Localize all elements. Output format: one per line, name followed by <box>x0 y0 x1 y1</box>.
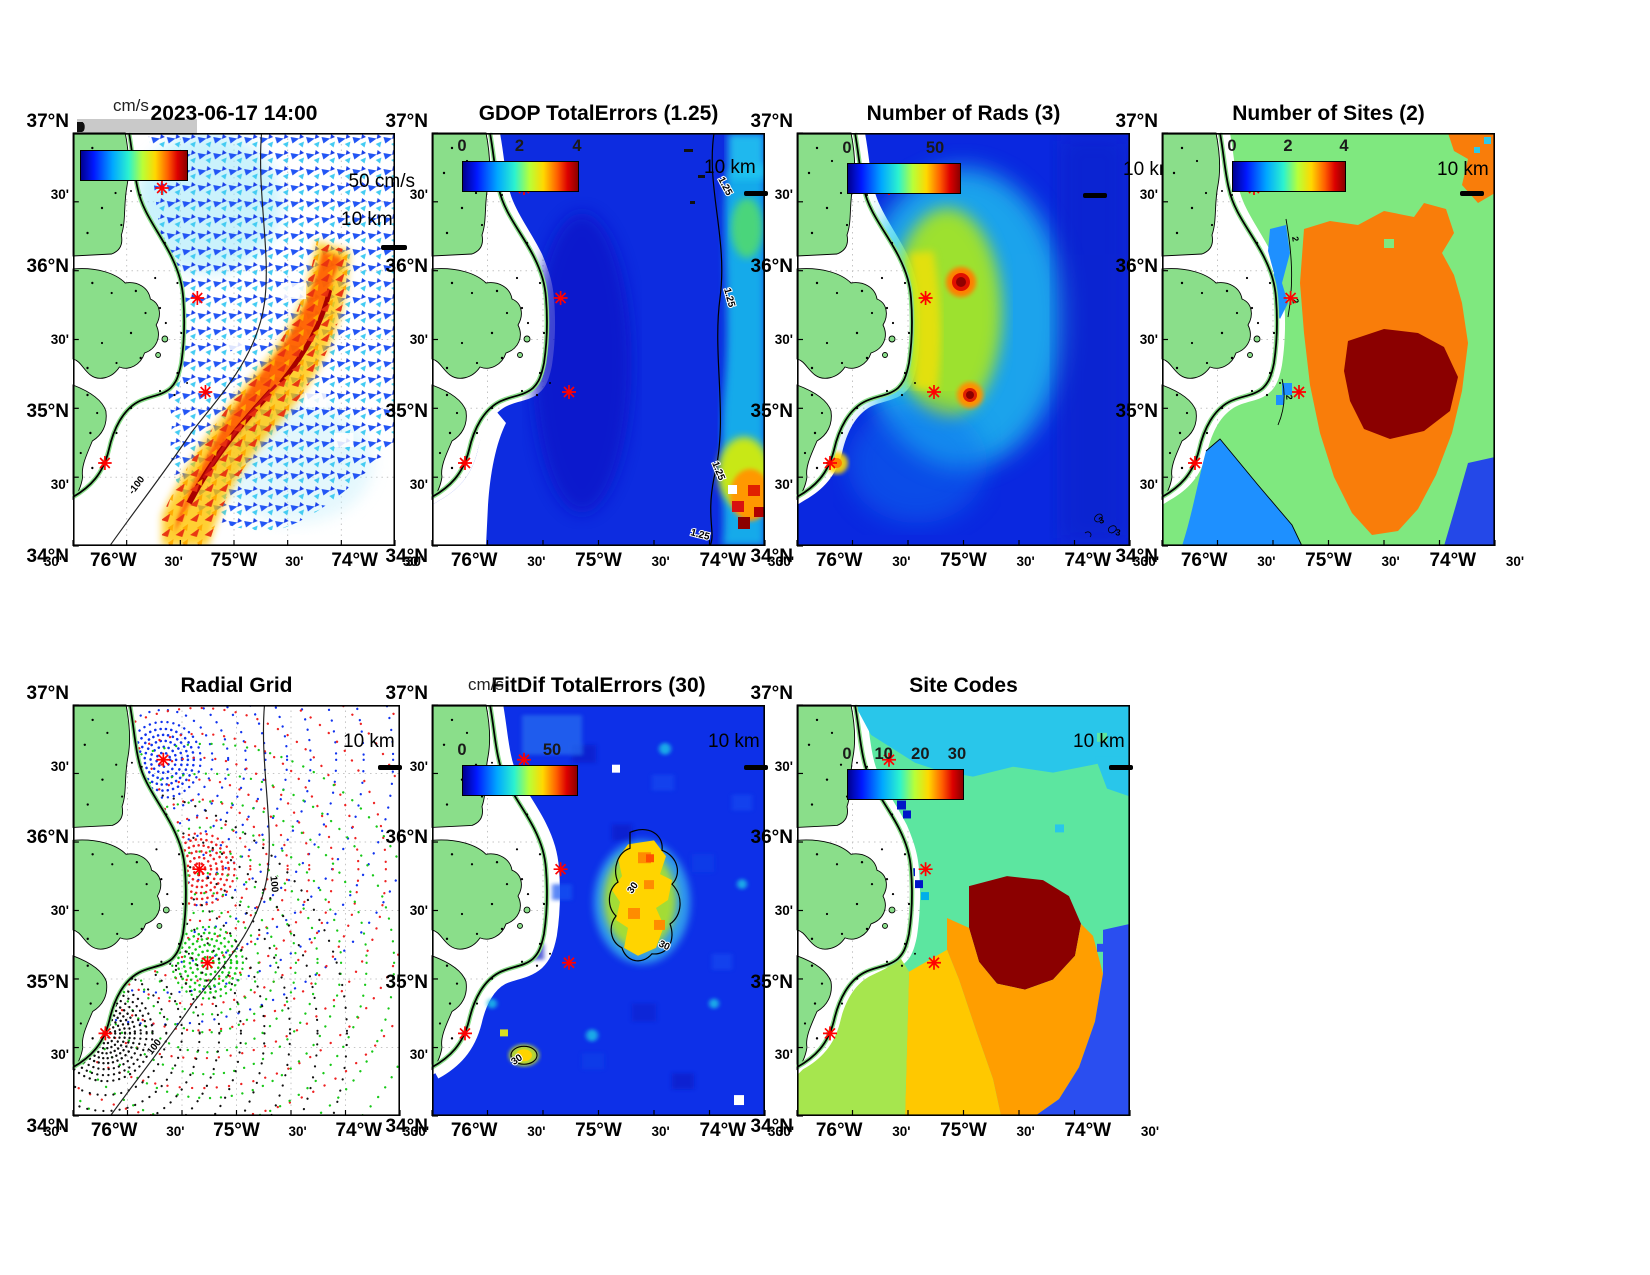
colorbar-ticks: 050 <box>457 741 561 759</box>
scalebar-label: 10 km <box>1073 731 1125 752</box>
colorbar-fitdif <box>462 765 578 796</box>
map-current-vectors: -100 <box>73 133 396 547</box>
x-axis-labels: 30' 76°W 30' 75°W 30' 74°W 30' <box>767 1120 1160 1141</box>
svg-text:100: 100 <box>267 875 280 893</box>
map-fitdif: 30 30 30 <box>432 705 766 1117</box>
svg-text:2: 2 <box>1290 236 1301 243</box>
colorbar-gdop <box>462 161 579 192</box>
map-site-codes <box>797 705 1131 1117</box>
colorbar-ticks-overlapped: 0 5 10 15 20 25 30 35 40 45 50 <box>77 119 197 135</box>
map-radial-grid: 100 100 <box>73 705 401 1117</box>
rads-contour-squiggles <box>1084 513 1117 538</box>
x-axis-labels: 30' 76°W 30' 75°W 30' 74°W 30' <box>402 1120 795 1141</box>
panel-fitdif: FitDif TotalErrors (30) cm/s 37°N 30' 36°N… <box>386 674 795 1141</box>
panel-radial-grid: Radial Grid 37°N 30' 36°N 30' 35°N 30' 34°N 30… <box>27 674 430 1141</box>
bathy-contour-label: -100 <box>127 474 148 497</box>
svg-text:2: 2 <box>1284 394 1294 400</box>
panel-title-rads: Number of Rads (3) <box>866 102 1061 125</box>
panel-title-radial-grid: Radial Grid <box>180 674 293 697</box>
panel-title-date: 2023-06-17 14:00 <box>150 102 318 125</box>
vector-key-label: 50 cm/s <box>348 171 415 192</box>
scalebar-label: 10 km <box>704 157 756 178</box>
svg-text:3: 3 <box>1097 515 1105 526</box>
scalebar <box>381 245 407 250</box>
y-axis-labels: 37°N 30' 36°N 30' 35°N 30' 34°N <box>1115 111 1158 567</box>
colorbar-sites <box>1232 161 1346 192</box>
panel-title-sites: Number of Sites (2) <box>1232 102 1425 125</box>
fitdif-contour <box>608 828 681 962</box>
scalebar <box>744 765 768 770</box>
panel-number-of-sites: Number of Sites (2) 37°N 30' 36°N 30' 35°N 30… <box>1116 102 1525 571</box>
colorbar-units-label: cm/s <box>113 96 149 115</box>
scalebar-label: 10 km <box>343 731 395 752</box>
map-gdop: 1.25 1.25 1.25 1.25 <box>432 133 766 547</box>
colorbar-ticks: 024 <box>1227 137 1348 155</box>
scalebar-label: 10 km <box>341 209 393 230</box>
sitecodes-region-darkred <box>969 876 1081 990</box>
x-axis-labels: 30' 76°W 30' 75°W 30' 74°W 30' <box>767 550 1160 571</box>
scalebar <box>378 765 402 770</box>
sitecodes-region-yellowgreen <box>797 945 909 1116</box>
scalebar <box>744 191 768 196</box>
gulf-stream-band <box>161 241 350 546</box>
x-axis-labels: 30' 76°W 30' 75°W 30' 74°W 30' <box>43 550 425 571</box>
sitecodes-region-blue <box>1035 923 1130 1116</box>
panel-title-fitdif: FitDif TotalErrors (30) <box>491 674 706 697</box>
scalebar <box>1083 193 1107 198</box>
y-axis-labels: 37°N 30' 36°N 30' 35°N 30' 34°N <box>750 111 793 567</box>
map-number-of-sites: 2 2 2 <box>1162 133 1496 547</box>
panel-number-of-rads: Number of Rads (3) 37°N 30' 36°N 30' 35°N 30'… <box>751 102 1175 571</box>
panel-title-gdop: GDOP TotalErrors (1.25) <box>478 102 719 125</box>
scalebar-label: 10 km <box>708 731 760 752</box>
sitecodes-region-orange <box>947 917 1103 1116</box>
x-axis-labels: 30' 76°W 30' 75°W 30' 74°W 30' <box>402 550 795 571</box>
sites-1-region <box>1182 439 1302 546</box>
scalebar <box>1460 191 1484 196</box>
y-axis-labels: 37°N 30' 36°N 30' 35°N 30' 34°N <box>26 111 69 567</box>
colorbar-site-codes <box>847 769 964 800</box>
y-axis-labels: 37°N 30' 36°N 30' 35°N 30' 34°N <box>385 111 428 567</box>
gdop-contour <box>709 133 723 546</box>
vector-field-region <box>148 133 395 531</box>
sitecodes-region-gold <box>905 949 1001 1116</box>
map-number-of-rads: 3 3 <box>797 133 1131 547</box>
y-axis-labels: 37°N 30' 36°N 30' 35°N 30' 34°N <box>26 683 69 1137</box>
colorbar-ticks: 024 <box>457 137 581 155</box>
x-axis-labels: 30' 76°W 30' 75°W 30' 74°W 30' <box>43 1120 430 1141</box>
sitecodes-region-cyan <box>855 705 1130 777</box>
colorbar-rads <box>847 163 961 194</box>
scalebar <box>1109 765 1133 770</box>
sites-4-region <box>1344 329 1458 439</box>
panel-surface-currents: 2023-06-17 14:00 cm/s 0 5 10 15 20 25 30… <box>27 96 425 571</box>
svg-text:3: 3 <box>1115 527 1122 538</box>
colorbar-ticks: 0 10 20 30 <box>842 745 967 763</box>
panel-title-site-codes: Site Codes <box>909 674 1018 697</box>
colorbar-units-label: cm/s <box>468 675 504 694</box>
panel-gdop: GDOP TotalErrors (1.25) 37°N 30' 36°N 30' 35… <box>386 102 795 571</box>
x-axis-labels: 30' 76°W 30' 75°W 30' 74°W 30' <box>1132 550 1525 571</box>
colorbar-current <box>80 150 188 181</box>
scalebar-label: 10 km <box>1437 159 1489 180</box>
svg-text:100: 100 <box>145 1037 164 1057</box>
y-axis-labels: 37°N 30' 36°N 30' 35°N 30' 34°N <box>385 683 428 1137</box>
panel-site-codes: Site Codes 37°N 30' 36°N 30' 35°N 30' 34°N 30'… <box>751 674 1160 1141</box>
y-axis-labels: 37°N 30' 36°N 30' 35°N 30' 34°N <box>750 683 793 1137</box>
svg-text:2: 2 <box>1290 298 1301 305</box>
colorbar-ticks: 050 <box>842 139 944 157</box>
